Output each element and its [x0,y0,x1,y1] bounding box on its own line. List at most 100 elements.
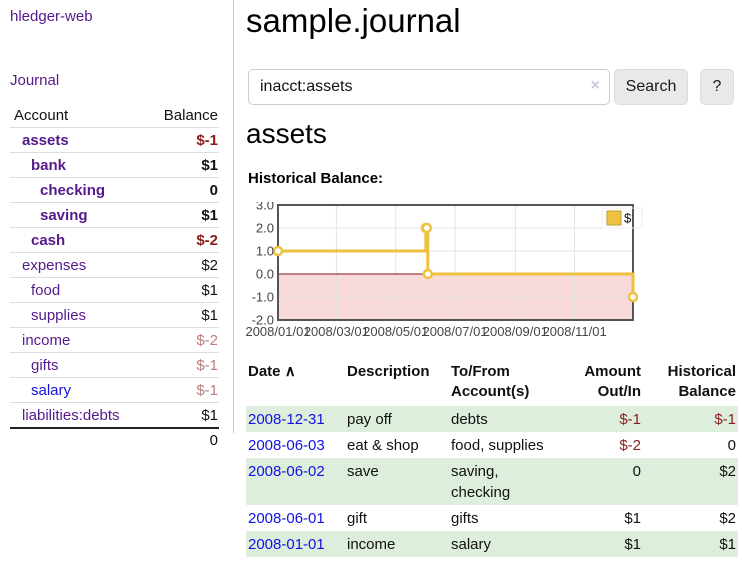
data-point-marker [422,268,434,280]
sidebar-item-journal[interactable]: Journal [10,72,60,89]
legend-box [601,207,643,229]
sidebar-account-row: checking 0 [10,177,219,202]
accounts-header: Account Balance [10,104,219,127]
transaction-accounts: saving, checking [451,462,511,501]
transaction-row: 2008-06-03 eat & shop food, supplies $-2 0 [246,432,738,458]
search-input[interactable] [248,69,610,105]
x-axis-tick-label: 2008/07/01 [422,324,487,339]
transaction-balance: $1 [719,535,736,553]
transaction-balance: $2 [719,462,736,480]
account-link[interactable]: assets [22,131,69,149]
transaction-description: gift [347,509,368,527]
sidebar-divider [233,0,234,433]
y-axis-tick-label: 1.0 [256,244,274,259]
account-balance: $1 [201,281,218,299]
account-link[interactable]: expenses [22,256,87,274]
transaction-amount: $-2 [619,436,641,454]
account-heading: assets [246,118,327,149]
account-link[interactable]: cash [31,231,66,249]
account-link[interactable]: food [31,281,61,299]
accounts-total-value: 0 [209,432,218,449]
transaction-amount: $-1 [619,410,641,428]
sidebar-account-row: bank $1 [10,152,219,177]
accounts-header-account: Account [14,107,69,124]
transaction-balance: 0 [727,436,736,454]
data-point-marker [627,291,639,303]
account-balance: $1 [201,306,218,324]
account-balance: $-1 [196,381,218,399]
brand-link[interactable]: hledger-web [10,8,93,25]
account-link[interactable]: liabilities:debts [22,406,120,424]
column-header-amount: Amount Out/In [584,363,641,400]
transaction-row: 2008-12-31 pay off debts $-1 $-1 [246,406,738,432]
account-link[interactable]: supplies [31,306,87,324]
legend-swatch [606,210,622,226]
account-balance: $1 [201,156,218,174]
accounts-tree: Account Balance assets $-1 bank $1 checking 0… [10,104,219,452]
sidebar-account-row: income $-2 [10,327,219,352]
account-balance: 0 [209,181,218,199]
y-axis-tick-label: 2.0 [256,221,274,236]
column-header-date[interactable]: Date ∧ [248,363,296,380]
accounts-total-row: 0 [10,427,219,452]
sidebar-account-row: cash $-2 [10,227,219,252]
transaction-balance: $-1 [714,410,736,428]
sidebar-account-row: liabilities:debts $1 [10,402,219,427]
transaction-accounts: debts [451,410,488,428]
legend-label: $ [624,211,632,226]
column-header-accounts: To/From Account(s) [451,363,530,400]
transaction-amount: 0 [632,462,641,480]
data-point-marker [272,245,284,257]
account-balance: $2 [201,256,218,274]
search-button[interactable]: Search [614,69,688,105]
sidebar-account-row: saving $1 [10,202,219,227]
chart-border [277,204,634,321]
account-link[interactable]: checking [40,181,106,199]
transaction-date-link[interactable]: 2008-01-01 [248,535,325,553]
account-link[interactable]: salary [31,381,72,399]
accounts-header-balance: Balance [163,107,218,124]
transaction-balance: $2 [719,509,736,527]
transaction-description: income [347,535,396,553]
sidebar-account-row: supplies $1 [10,302,219,327]
transaction-accounts: gifts [451,509,479,527]
clear-search-icon[interactable]: × [590,77,600,94]
transaction-description: pay off [347,410,392,428]
account-balance: $-2 [196,231,218,249]
y-axis-tick-label: -2.0 [252,313,274,328]
transaction-date-link[interactable]: 2008-06-01 [248,509,325,527]
historical-balance-chart: $3.0 2.0 1.0 0.0 -1.0 -2.02008/01/012008/03/0… [246,202,643,339]
y-axis-tick-label: -1.0 [252,290,274,305]
transaction-date-link[interactable]: 2008-06-03 [248,436,325,454]
account-link[interactable]: income [22,331,71,349]
transaction-accounts: salary [451,535,492,553]
data-point-marker [421,222,433,234]
transaction-date-link[interactable]: 2008-12-31 [248,410,325,428]
transactions-header-row: Date ∧ Description To/From Account(s) Am… [246,360,738,406]
account-balance: $-1 [196,131,218,149]
x-axis-tick-label: 2008/01/01 [246,324,311,339]
account-balance: $-2 [196,331,218,349]
x-axis-tick-label: 2008/05/01 [363,324,428,339]
sidebar-account-row: gifts $-1 [10,352,219,377]
transaction-description: save [347,462,379,480]
account-balance: $-1 [196,356,218,374]
column-header-balance: Historical Balance [667,363,736,400]
transaction-accounts: food, supplies [451,436,544,454]
x-axis-tick-label: 2008/09/01 [483,324,548,339]
account-balance: $1 [201,406,218,424]
account-link[interactable]: bank [31,156,67,174]
sidebar-account-row: expenses $2 [10,252,219,277]
transaction-description: eat & shop [347,436,419,454]
chart-section-label: Historical Balance: [248,170,384,187]
transaction-row: 2008-06-01 gift gifts $1 $2 [246,505,738,531]
sidebar-account-row: assets $-1 [10,127,219,152]
transaction-date-link[interactable]: 2008-06-02 [248,462,325,480]
help-button[interactable]: ? [700,69,734,105]
sidebar-account-row: salary $-1 [10,377,219,402]
account-link[interactable]: gifts [31,356,59,374]
account-link[interactable]: saving [40,206,88,224]
sort-asc-icon: ∧ [284,363,296,380]
transactions-table: Date ∧ Description To/From Account(s) Am… [246,360,738,557]
